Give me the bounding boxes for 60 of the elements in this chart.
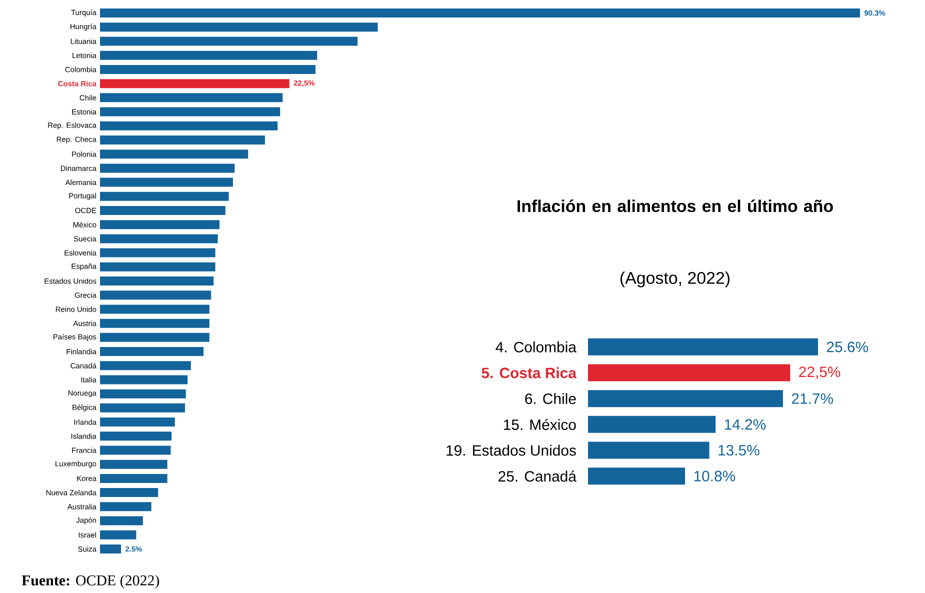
bar (100, 206, 226, 215)
bar (588, 390, 783, 408)
y-tick-label: 6. Chile (525, 393, 576, 404)
bar (100, 332, 210, 342)
bar (100, 107, 280, 116)
bar (100, 192, 229, 201)
bar (100, 22, 378, 32)
bar (100, 418, 175, 427)
bar (100, 262, 216, 272)
bar (100, 150, 248, 159)
bar (100, 389, 186, 398)
chart-title: Inflación en alimentos en el último año (518, 200, 833, 212)
bar (100, 347, 204, 356)
y-tick-label: 15. México (504, 418, 576, 430)
bar (100, 361, 191, 370)
data-label: 13.5% (718, 444, 760, 456)
bar (100, 121, 278, 130)
bar (100, 432, 172, 441)
bar (588, 364, 790, 382)
bar (100, 318, 210, 328)
bar (100, 234, 218, 244)
bar (100, 36, 358, 46)
bar (100, 64, 316, 74)
chart-subtitle: (Agosto, 2022) (620, 272, 730, 288)
y-tick-label: 25. Canadá (498, 470, 576, 482)
bar (100, 248, 216, 258)
bar (100, 8, 860, 18)
bar (100, 488, 158, 498)
bar (100, 50, 318, 60)
data-label: 10.8% (694, 470, 736, 482)
bar (100, 93, 283, 102)
bar (100, 178, 233, 187)
bar (100, 79, 290, 88)
y-tick-label: 4. Colombia (496, 341, 576, 352)
bar (100, 460, 168, 469)
bar (100, 474, 168, 483)
bar (100, 530, 136, 540)
y-tick-label: 19. Estados Unidos (446, 444, 576, 456)
bar (100, 403, 186, 412)
bar (588, 468, 686, 485)
bar (100, 135, 265, 144)
bar (588, 442, 710, 459)
data-label: 21.7% (792, 393, 833, 404)
bar (100, 220, 220, 230)
data-label: 25.6% (826, 342, 868, 352)
bar (100, 516, 143, 526)
bar (588, 416, 716, 433)
bar (100, 304, 210, 314)
bar (100, 164, 235, 173)
data-label: 22,5% (799, 366, 840, 379)
bar (100, 544, 122, 554)
bar (588, 338, 818, 356)
text: Fuente: OCDE (2022) (22, 574, 160, 588)
bar (100, 290, 212, 300)
y-tick-label: 5. Costa Rica (482, 367, 577, 378)
bar (100, 446, 171, 455)
bar (100, 502, 152, 512)
data-label: 14.2% (724, 419, 766, 430)
bar (100, 276, 214, 286)
bar (100, 375, 188, 384)
